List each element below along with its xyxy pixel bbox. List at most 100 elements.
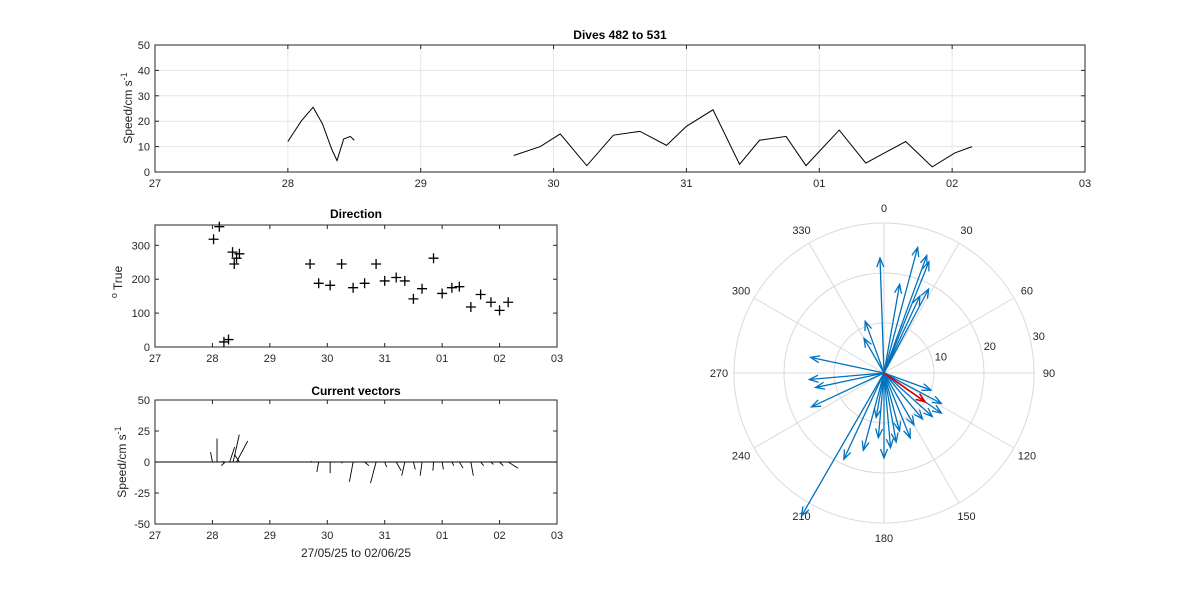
speed-xtick-label: 31 [680,178,692,190]
compass-angle-label: 210 [792,511,810,523]
vectors-xtick-label: 27 [149,530,161,542]
direction-ytick-label: 100 [132,308,150,320]
compass-arrow-head [864,319,873,331]
compass-arrow-shaft [883,261,930,374]
compass-arrow [883,260,930,374]
vector-stick [451,461,455,466]
compass-ring [783,272,985,474]
direction-point [348,282,359,293]
direction-xtick-label: 01 [436,353,448,365]
compass-arrow-shaft [810,356,885,374]
compass-arrow-head [893,421,902,433]
compass-arrow-shaft [883,372,897,443]
vectors-ytick-label: 0 [144,457,150,469]
direction-point [325,280,336,291]
compass-arrow-head [931,395,943,405]
compass-angle-label: 240 [732,451,750,463]
speed-xtick-label: 30 [547,178,559,190]
compass-arrow-shaft [877,372,885,438]
compass-arrow [861,372,885,453]
compass-angle-label: 30 [960,225,972,237]
vectors-xlabel: 27/05/25 to 02/06/25 [301,546,411,560]
direction-ylabel-sup: o [109,293,119,298]
vectors-xtick-label: 30 [321,530,333,542]
compass-arrow-head [885,438,894,450]
direction-point [234,248,245,259]
compass-arrow-head [903,428,911,440]
compass-arrow-shaft [883,372,911,439]
vector-stick [348,461,354,482]
compass-arrow [883,372,899,444]
vector-stick [232,434,240,463]
compass-arrow [879,373,889,460]
compass-arrow-head [809,399,822,408]
compass-arrow-head [894,282,903,294]
speed-ytick-label: 0 [144,167,150,179]
compass-arrow-head [813,381,826,390]
speed-panel: Dives 482 to 531 Speed/cm s-1 27 28 29 30 31… [119,28,1091,190]
compass-arrow [883,372,915,427]
compass-arrow [883,372,894,450]
compass-arrow [807,372,885,383]
compass-angle-label: 300 [732,286,750,298]
direction-point [399,275,410,286]
vector-stick [316,461,320,473]
vector-stick [507,461,519,469]
direction-point [391,272,402,283]
compass-arrow-shaft [883,372,933,417]
vector-stick [401,461,406,476]
compass-mean-arrow [883,372,927,403]
compass-arrow-head [808,355,821,364]
compass-arrow-head [919,253,928,266]
vectors-ylabel-main: Speed/cm s [115,434,129,497]
compass-arrow-shaft [883,372,932,391]
compass-arrow [883,287,930,374]
direction-panel: Direction o True 27 28 29 30 31 01 02 03 0 100 200 3… [109,207,563,365]
speed-xtick-label: 28 [282,178,294,190]
vectors-ytick-label: -25 [134,488,150,500]
compass-panel: 0 30 60 90 120 150 180 210 240 270 300 330 10 20 30 [710,203,1055,545]
speed-ylabel-main: Speed/cm s [121,80,135,143]
direction-point [371,258,382,269]
compass-arrow-shaft [883,372,892,448]
compass-angle-label: 0 [881,203,887,215]
compass-ring-label: 30 [1033,331,1045,343]
compass-arrow [873,372,885,420]
speed-ytick-label: 20 [138,116,150,128]
compass-arrow-head [800,506,810,518]
vector-stick [441,461,444,470]
compass-arrow-head [920,287,930,299]
direction-ytick-label: 0 [144,342,150,354]
direction-xtick-label: 29 [264,353,276,365]
compass-arrow-head [861,440,870,453]
vector-stick [499,461,504,467]
direction-ytick-label: 200 [132,274,150,286]
vector-stick [490,461,494,465]
compass-arrow-shaft [875,372,885,418]
compass-arrow [883,372,943,405]
compass-arrow [864,319,885,374]
direction-point [417,283,428,294]
compass-arrow [876,256,885,374]
compass-arrow-head [923,407,934,418]
compass-arrow-head [913,409,924,421]
compass-arrow-head [843,449,852,461]
compass-arrow-shaft [883,255,928,374]
vector-stick [309,460,313,463]
compass-arrow-shaft [863,338,885,374]
direction-point [465,302,476,313]
vector-stick [384,461,387,468]
direction-point [485,297,496,308]
vector-stick [236,440,249,463]
compass-arrow-shaft [864,321,885,374]
compass-angle-label: 90 [1043,368,1055,380]
compass-mean-arrow-shaft [883,372,926,403]
speed-title: Dives 482 to 531 [573,28,667,42]
compass-arrow-head [906,415,915,427]
compass-arrow-shaft [879,258,885,374]
compass-arrow-shaft [883,288,930,374]
vectors-xtick-label: 29 [264,530,276,542]
direction-point [379,275,390,286]
direction-xtick-label: 30 [321,353,333,365]
